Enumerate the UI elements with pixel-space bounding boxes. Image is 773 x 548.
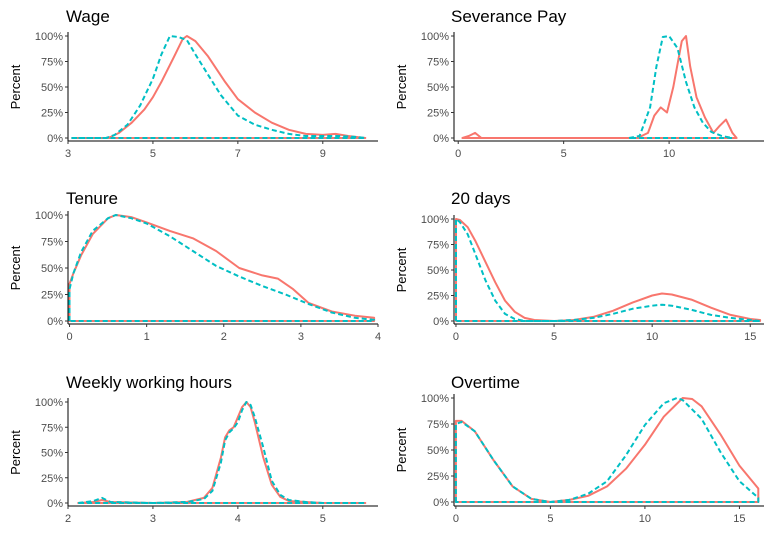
panel-title: Overtime: [451, 373, 520, 392]
panel-weekly-working-hours: Weekly working hours Percent 0% 25% 50% 75%…: [8, 373, 378, 525]
y-axis-label: Percent: [394, 247, 409, 292]
panel-severance-pay: Severance Pay Percent 0% 25% 50% 75% 100% 0 5 1…: [394, 7, 764, 160]
y-tick-label: 0%: [433, 316, 449, 328]
x-tick-label: 0: [455, 148, 461, 160]
x-tick-label: 10: [639, 513, 651, 525]
series-line-2: [77, 401, 367, 504]
x-tick-label: 2: [221, 331, 227, 343]
y-tick-label: 75%: [427, 57, 449, 69]
panel-wage: Wage Percent 0% 25% 50% 75% 100% 3 5 7 9: [8, 7, 378, 160]
x-tick-label: 4: [235, 513, 241, 525]
panel-title: Tenure: [66, 189, 118, 208]
y-tick-label: 25%: [41, 290, 63, 302]
series-line-2: [71, 35, 367, 139]
y-tick-label: 0%: [433, 497, 449, 509]
panel-20-days: 20 days Percent 0% 25% 50% 75% 100% 0 5 10 15: [394, 189, 764, 343]
y-tick-label: 50%: [427, 445, 449, 457]
panel-title: Severance Pay: [451, 7, 567, 26]
x-tick-label: 3: [65, 148, 71, 160]
x-tick-label: 0: [453, 331, 459, 343]
y-tick-label: 100%: [35, 31, 63, 43]
y-tick-label: 75%: [41, 237, 63, 249]
series-line-1: [461, 35, 738, 139]
x-tick-label: 0: [66, 331, 72, 343]
y-axis-label: Percent: [8, 430, 23, 475]
x-tick-label: 9: [320, 148, 326, 160]
x-tick-label: 15: [733, 513, 745, 525]
x-tick-label: 10: [663, 148, 675, 160]
y-tick-label: 25%: [41, 108, 63, 120]
y-tick-label: 100%: [421, 214, 449, 226]
y-tick-label: 50%: [41, 448, 63, 460]
panel-title: Wage: [66, 7, 110, 26]
y-tick-label: 0%: [47, 498, 63, 510]
x-tick-label: 7: [235, 148, 241, 160]
y-tick-label: 75%: [41, 422, 63, 434]
y-tick-label: 50%: [41, 82, 63, 94]
x-tick-label: 5: [551, 331, 557, 343]
y-tick-label: 25%: [41, 473, 63, 485]
series-line-2: [455, 218, 762, 322]
y-tick-label: 75%: [41, 57, 63, 69]
y-axis-label: Percent: [8, 64, 23, 109]
x-tick-label: 5: [561, 148, 567, 160]
y-tick-label: 25%: [427, 108, 449, 120]
y-tick-label: 50%: [41, 263, 63, 275]
y-axis-label: Percent: [394, 427, 409, 472]
x-tick-label: 5: [150, 148, 156, 160]
x-tick-label: 0: [453, 513, 459, 525]
x-tick-label: 5: [547, 513, 553, 525]
panel-overtime: Overtime Percent 0% 25% 50% 75% 100% 0 5 10 15: [394, 373, 764, 525]
x-tick-label: 2: [65, 513, 71, 525]
series-line-1: [454, 397, 760, 503]
series-line-2: [628, 35, 734, 139]
y-tick-label: 50%: [427, 82, 449, 94]
y-tick-label: 0%: [433, 133, 449, 145]
x-tick-label: 1: [144, 331, 150, 343]
y-tick-label: 100%: [35, 210, 63, 222]
y-tick-label: 75%: [427, 419, 449, 431]
y-tick-label: 0%: [47, 316, 63, 328]
panel-tenure: Tenure Percent 0% 25% 50% 75% 100% 0 1 2 3 4: [8, 189, 381, 343]
x-tick-label: 3: [298, 331, 304, 343]
y-axis-label: Percent: [8, 245, 23, 290]
x-tick-label: 15: [744, 331, 756, 343]
series-line-1: [71, 35, 367, 139]
y-tick-label: 75%: [427, 240, 449, 252]
series-line-2: [68, 214, 376, 322]
x-tick-label: 4: [375, 331, 381, 343]
y-tick-label: 0%: [47, 133, 63, 145]
x-tick-label: 3: [150, 513, 156, 525]
x-tick-label: 5: [320, 513, 326, 525]
series-line-1: [68, 214, 376, 322]
y-tick-label: 25%: [427, 471, 449, 483]
y-axis-label: Percent: [394, 64, 409, 109]
y-tick-label: 100%: [35, 397, 63, 409]
y-tick-label: 50%: [427, 265, 449, 277]
y-tick-label: 25%: [427, 291, 449, 303]
y-tick-label: 100%: [421, 31, 449, 43]
panel-title: Weekly working hours: [66, 373, 232, 392]
x-tick-label: 10: [646, 331, 658, 343]
panel-title: 20 days: [451, 189, 511, 208]
y-tick-label: 100%: [421, 393, 449, 405]
